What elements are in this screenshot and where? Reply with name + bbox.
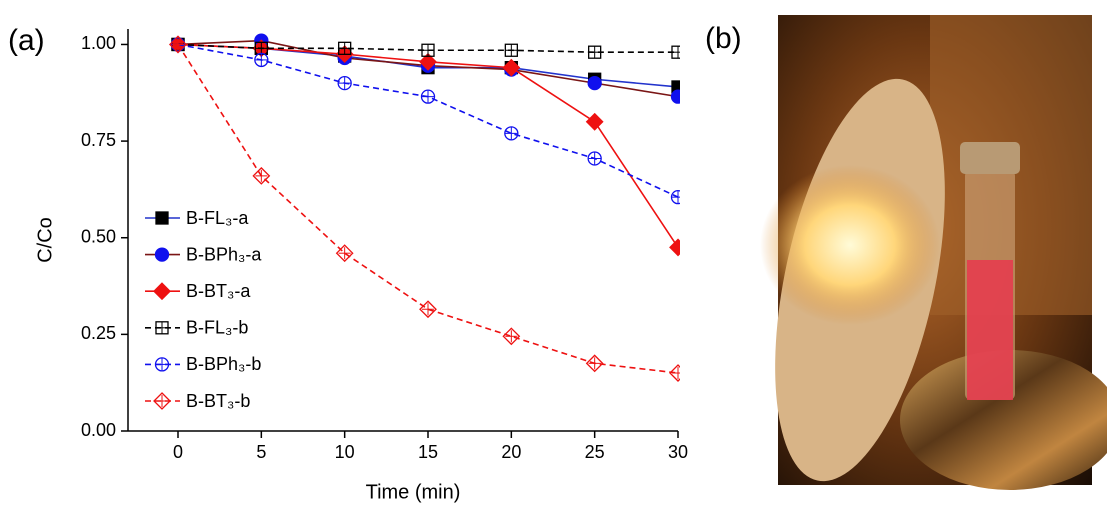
series-line [177,43,679,248]
marker [421,43,435,57]
vial-solution [967,260,1013,400]
marker-shape [169,35,187,54]
panel-label: (a) [8,24,45,57]
line-chart: 0.00 0.25 0.50 0.75 1.00 0 5 10 15 20 25 30 Time (mi… [34,29,688,503]
marker [155,321,169,335]
marker [419,52,437,71]
marker [502,327,521,346]
marker [671,45,680,59]
marker-shape [587,75,602,91]
marker-shape [504,126,519,141]
legend-label: B-BT₃-a [186,281,251,301]
marker [669,238,680,257]
marker [155,211,169,225]
marker [502,58,521,77]
marker-shape [154,357,170,372]
marker-shape [153,282,171,301]
marker-shape [587,151,602,166]
legend-label: B-BPh₃-b [186,354,261,374]
y-tick-label: 0.00 [81,420,116,440]
legend-label: B-FL₃-a [186,208,249,228]
y-tick-label: 0.50 [81,226,116,246]
y-axis-label: C/Co [34,217,56,263]
foil-stand [900,350,1107,490]
marker-shape [669,238,680,257]
y-tick-label: 1.00 [81,33,116,53]
lamp-bulb [760,165,940,325]
marker-shape [502,327,521,346]
marker-shape [585,112,604,131]
marker-shape [337,75,352,91]
x-tick-label: 10 [335,442,355,462]
x-tick-label: 25 [585,442,605,462]
marker-shape [419,52,437,71]
marker [587,151,602,166]
photo [760,15,1107,490]
marker [670,89,680,104]
marker-shape [154,247,170,262]
marker [153,282,171,301]
x-tick-label: 20 [501,442,521,462]
marker-shape [670,89,680,104]
marker [153,392,171,410]
marker [587,75,602,91]
marker [338,41,352,55]
x-tick-label: 15 [418,442,438,462]
marker [504,126,519,141]
panel-label: (b) [705,22,742,55]
marker-shape [254,52,269,68]
legend-label: B-BPh₃-a [186,244,262,264]
legend-label: B-FL₃-b [186,318,248,338]
legend: B-FL₃-a B-BPh₃-a B-BT₃-a B-FL₃-b B-BPh₃-b B-B… [145,208,262,411]
y-tick-label: 0.75 [81,130,116,150]
x-tick-label: 0 [173,442,183,462]
marker-shape [670,189,680,205]
marker-shape [252,166,271,185]
marker-shape [155,211,169,225]
marker [154,357,170,372]
marker [585,112,604,131]
x-axis-label: Time (min) [366,481,461,503]
plot-area [169,33,680,382]
marker [419,300,437,319]
marker [169,35,187,54]
marker [420,89,436,104]
marker [254,52,269,68]
y-tick-label: 0.25 [81,323,116,343]
marker-shape [335,244,354,263]
marker [588,45,602,59]
vial-cap [960,142,1020,174]
marker [154,247,170,262]
x-tick-label: 5 [256,442,266,462]
x-tick-label: 30 [668,442,688,462]
marker-shape [669,364,680,382]
marker [337,75,352,91]
marker [669,364,680,382]
marker-shape [153,392,171,410]
marker-shape [419,300,437,319]
marker [252,166,271,185]
marker [504,43,518,57]
marker [335,244,354,263]
marker [585,354,604,373]
legend-label: B-BT₃-b [186,391,250,411]
marker-shape [502,58,521,77]
marker-shape [420,89,436,104]
marker-shape [585,354,604,373]
marker-shape [170,37,186,52]
marker [670,189,680,205]
